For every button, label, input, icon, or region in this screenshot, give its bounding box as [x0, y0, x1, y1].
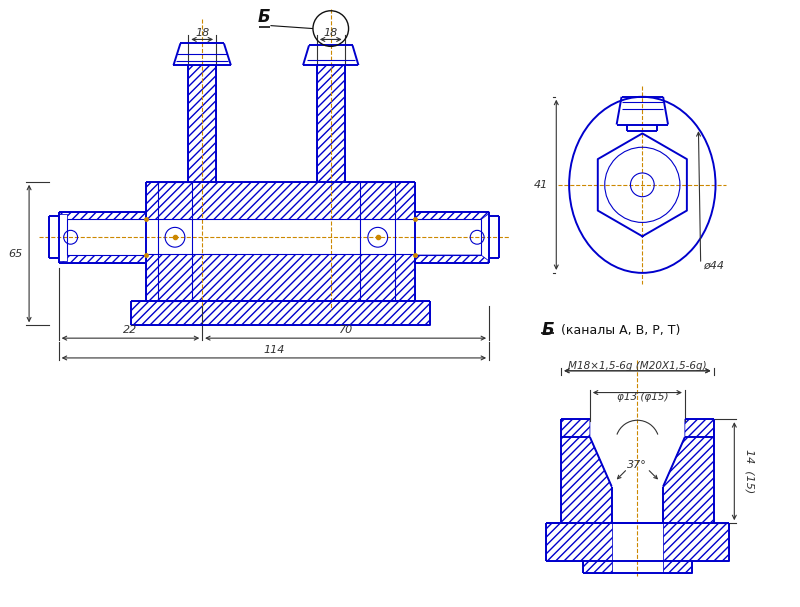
Text: 18: 18 — [195, 27, 210, 38]
Text: φ13 (φ15): φ13 (φ15) — [617, 392, 668, 401]
Text: Б: Б — [542, 321, 554, 339]
Text: (каналы А, В, Р, Т): (каналы А, В, Р, Т) — [558, 324, 681, 337]
Text: 70: 70 — [338, 325, 353, 335]
Text: 18: 18 — [324, 27, 338, 38]
Text: ø44: ø44 — [702, 261, 724, 271]
Text: 114: 114 — [263, 345, 285, 355]
Text: 14  (15): 14 (15) — [744, 449, 754, 493]
Text: M18×1,5-6g (M20X1,5-6g): M18×1,5-6g (M20X1,5-6g) — [568, 361, 706, 371]
Text: 41: 41 — [534, 180, 548, 190]
Text: Б: Б — [257, 8, 270, 25]
Text: 37°: 37° — [627, 459, 647, 470]
Text: 65: 65 — [8, 249, 22, 259]
Text: 22: 22 — [123, 325, 138, 335]
